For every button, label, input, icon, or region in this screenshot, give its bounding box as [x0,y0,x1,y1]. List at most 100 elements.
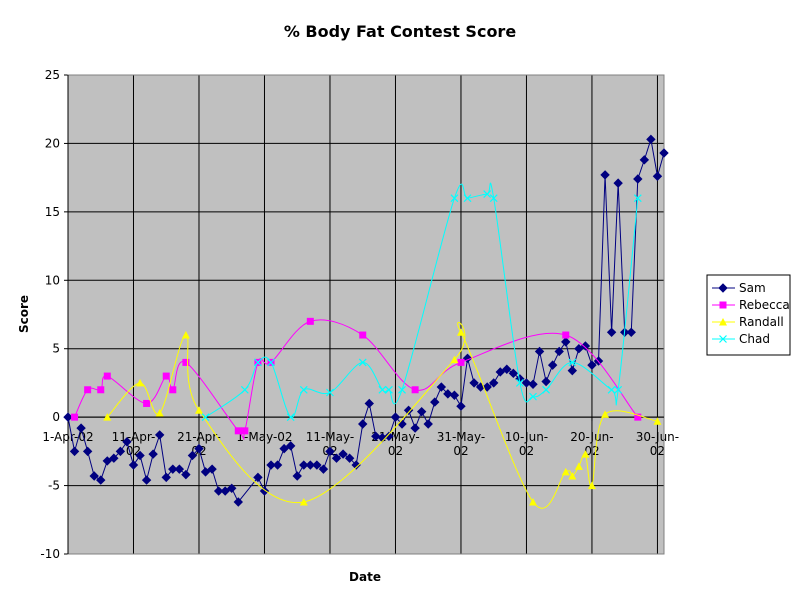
marker [600,170,610,180]
y-tick-label: 25 [45,68,60,82]
marker [135,450,145,461]
marker [155,409,164,417]
marker [561,337,571,347]
marker [574,344,584,354]
marker [359,331,367,339]
marker [502,364,512,374]
marker [358,419,368,429]
marker [634,413,642,421]
marker [306,317,314,325]
marker [71,413,79,421]
marker [462,353,473,364]
marker [154,430,165,440]
marker [547,360,558,370]
marker [450,355,459,364]
marker [436,382,447,392]
marker [719,335,727,343]
marker [286,413,295,422]
legend-label: Randall [739,315,784,329]
marker [528,379,538,390]
marker [378,385,387,394]
y-axis-label: Score [17,295,31,333]
marker [84,386,92,394]
marker [213,486,224,496]
marker [489,194,498,203]
marker [344,453,355,463]
marker [529,497,538,506]
x-tick-label: 30-Jun-02 [636,430,679,458]
marker [358,358,367,367]
marker [390,412,401,422]
marker [241,427,249,435]
marker [542,385,551,394]
marker [169,386,177,394]
marker [659,148,669,158]
marker [128,460,139,470]
marker [416,406,427,417]
marker [515,379,524,387]
y-tick-label: 0 [52,410,60,424]
marker [194,406,203,414]
marker [102,456,113,466]
marker [254,358,262,367]
marker [351,460,361,470]
marker [633,194,642,203]
marker [398,385,406,394]
marker [325,446,335,457]
marker [581,450,590,458]
marker [200,467,211,477]
marker [299,385,308,394]
legend-label: Chad [739,332,770,346]
marker [234,427,242,435]
marker [508,368,519,379]
marker [326,388,334,397]
marker [148,449,158,459]
marker [227,483,237,494]
y-tick-label: -10 [40,547,60,561]
marker [561,467,570,476]
marker [233,497,243,507]
marker [482,382,492,392]
marker [601,410,610,418]
marker [606,327,617,337]
x-tick-label: 10-Jun-02 [505,430,548,458]
marker [168,464,178,474]
marker [76,423,86,433]
marker [587,360,597,370]
marker [456,401,466,411]
marker [338,449,348,459]
marker [279,443,289,454]
marker [489,378,499,388]
marker [318,464,329,474]
marker [103,372,111,380]
marker [384,385,393,394]
marker [89,471,99,481]
chart-title: % Body Fat Contest Score [284,22,517,41]
marker [187,450,198,461]
marker [443,389,453,399]
marker [267,358,275,367]
marker [299,460,309,470]
marker [423,419,433,429]
y-tick-label: 15 [45,205,60,219]
marker [529,392,537,401]
marker [463,194,472,203]
marker [312,460,322,470]
marker [364,398,374,409]
legend-label: Sam [739,281,766,295]
marker [82,446,93,457]
marker [521,378,532,388]
series [103,321,662,509]
marker [103,413,112,421]
marker [457,358,465,366]
marker [122,437,132,447]
marker [430,397,440,407]
marker [450,194,459,203]
series [63,134,669,507]
marker [109,453,119,463]
marker [331,453,342,463]
marker [613,178,623,188]
marker [653,417,662,425]
marker [63,412,73,422]
series [201,182,642,422]
